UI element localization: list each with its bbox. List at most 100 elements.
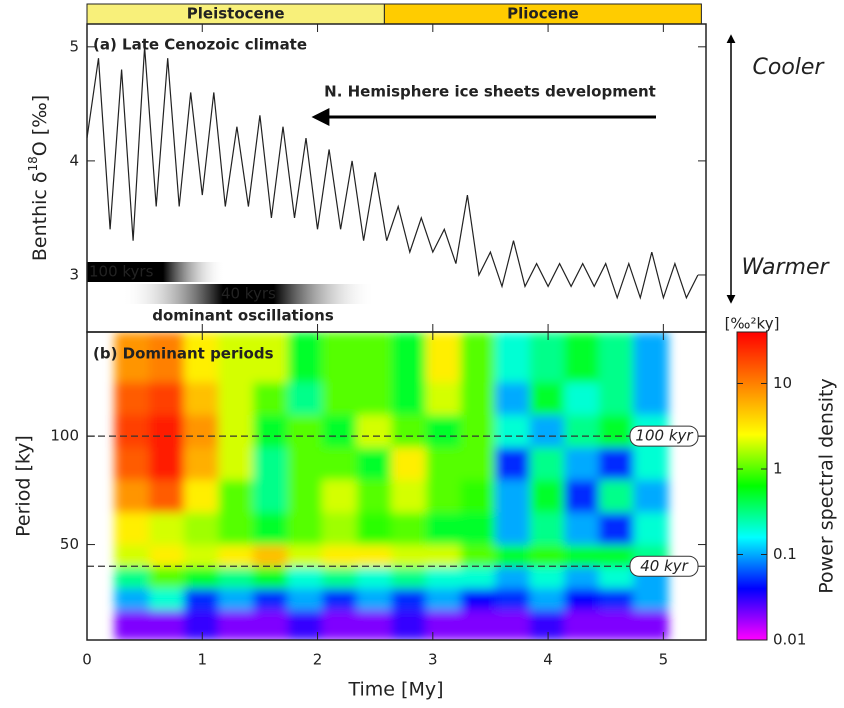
heatmap-cell <box>460 332 496 383</box>
heatmap-cell <box>183 609 219 640</box>
heatmap-cell <box>495 609 531 640</box>
heatmap-cell <box>287 332 323 383</box>
heatmap-cell <box>598 512 634 546</box>
heatmap-cell <box>183 566 219 589</box>
heatmap-cell <box>564 609 600 640</box>
y-axis-label: Period [ky] <box>13 435 35 537</box>
heatmap-cell <box>495 414 531 448</box>
heatmap-cell <box>529 479 565 513</box>
heatmap-cell <box>425 566 461 589</box>
heatmap-cell <box>356 512 392 546</box>
heatmap-cell <box>287 446 323 480</box>
heatmap-cell <box>564 512 600 546</box>
heatmap-cell <box>425 587 461 611</box>
heatmap-cell <box>322 414 358 448</box>
heatmap-cell <box>218 512 254 546</box>
heatmap-cell <box>564 446 600 480</box>
heatmap-cell <box>391 479 427 513</box>
annotation: Cooler <box>753 55 826 80</box>
heatmap-cell <box>114 332 150 383</box>
heatmap-cell <box>460 566 496 589</box>
y-tick-label: 5 <box>69 37 79 55</box>
heatmap-cell <box>529 512 565 546</box>
heatmap-cell <box>564 566 600 589</box>
heatmap-cell <box>287 544 323 567</box>
heatmap-cell <box>252 414 289 448</box>
heatmap-cell <box>425 414 461 448</box>
heatmap-cell <box>149 566 185 589</box>
heatmap-cell <box>218 414 254 448</box>
heatmap-cell <box>149 414 185 448</box>
panel-title: (b) Dominant periods <box>93 345 274 363</box>
label-part: O [‰] <box>29 95 51 156</box>
heatmap-cell <box>218 566 254 589</box>
reference-label-box <box>629 555 699 577</box>
heatmap-cell <box>460 587 496 611</box>
heatmap-cell <box>598 332 634 383</box>
heatmap-cell <box>252 566 289 589</box>
x-tick-label: 4 <box>543 651 553 669</box>
heatmap-cell <box>633 381 669 415</box>
heatmap-cell <box>287 479 323 513</box>
y-axis-label: Benthic δ18O [‰] <box>26 95 51 261</box>
heatmap <box>114 332 669 640</box>
heatmap-cell <box>114 479 150 513</box>
heatmap-cell <box>252 381 289 415</box>
heatmap-cell <box>391 566 427 589</box>
data-line <box>86 46 699 300</box>
heatmap-cell <box>495 566 531 589</box>
x-tick-label: 0 <box>82 651 92 669</box>
heatmap-cell <box>495 587 531 611</box>
heatmap-cell <box>252 446 289 480</box>
heatmap-cell <box>564 479 600 513</box>
heatmap-cell <box>564 381 600 415</box>
heatmap-cell <box>598 446 634 480</box>
heatmap-cell <box>495 446 531 480</box>
annotation: dominant oscillations <box>152 307 334 325</box>
heatmap-cell <box>633 587 669 611</box>
panel-title: (a) Late Cenozoic climate <box>93 36 307 54</box>
heatmap-cell <box>114 587 150 611</box>
heatmap-cell <box>322 512 358 546</box>
heatmap-cell <box>218 544 254 567</box>
heatmap-cell <box>391 544 427 567</box>
heatmap-cell <box>460 414 496 448</box>
heatmap-cells <box>114 332 669 640</box>
heatmap-cell <box>252 512 289 546</box>
colorbar-tick-label: 0.1 <box>773 545 797 563</box>
heatmap-cell <box>183 479 219 513</box>
heatmap-cell <box>391 512 427 546</box>
heatmap-cell <box>322 566 358 589</box>
annotation: N. Hemisphere ice sheets development <box>324 83 656 101</box>
heatmap-cell <box>114 446 150 480</box>
annotation: Warmer <box>741 255 830 280</box>
heatmap-cell <box>149 446 185 480</box>
x-tick-label: 2 <box>313 651 323 669</box>
heatmap-cell <box>149 609 185 640</box>
heatmap-cell <box>287 566 323 589</box>
heatmap-cell <box>114 544 150 567</box>
heatmap-cell <box>529 609 565 640</box>
heatmap-cell <box>598 609 634 640</box>
heatmap-cell <box>529 544 565 567</box>
heatmap-cell <box>183 414 219 448</box>
heatmap-cell <box>598 381 634 415</box>
heatmap-cell <box>564 587 600 611</box>
heatmap-cell <box>356 332 392 383</box>
heatmap-cell <box>564 332 600 383</box>
heatmap-cell <box>114 414 150 448</box>
heatmap-cell <box>218 587 254 611</box>
heatmap-cell <box>495 544 531 567</box>
panel-a: Pleistocene Pliocene 3 4 5 100 kyrs 40 kyrs <box>69 3 706 304</box>
heatmap-cell <box>287 414 323 448</box>
y-tick-label: 50 <box>60 535 79 553</box>
heatmap-cell <box>495 479 531 513</box>
heatmap-cell <box>425 381 461 415</box>
heatmap-cell <box>460 609 496 640</box>
heatmap-cell <box>633 512 669 546</box>
reference-label: 100 kyr <box>635 427 693 445</box>
heatmap-cell <box>356 414 392 448</box>
heatmap-cell <box>252 332 289 383</box>
heatmap-cell <box>633 446 669 480</box>
heatmap-cell <box>252 609 289 640</box>
